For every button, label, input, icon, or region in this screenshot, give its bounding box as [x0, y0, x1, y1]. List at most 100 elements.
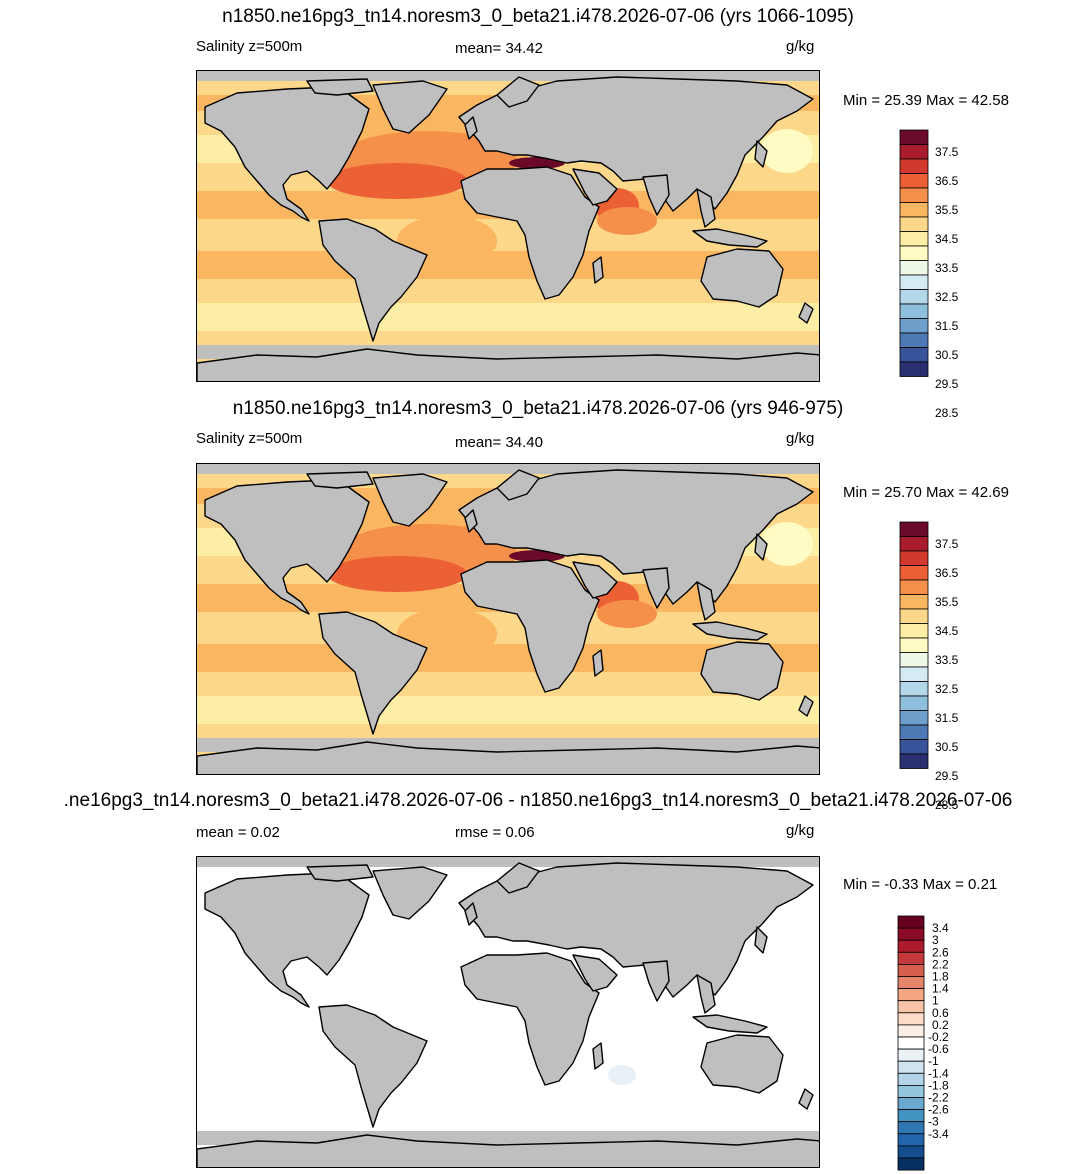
colorbar-swatch	[897, 1060, 925, 1074]
colorbar-swatch	[897, 1097, 925, 1110]
colorbar-swatch	[899, 579, 929, 595]
rmse-label: rmse = 0.06	[455, 824, 535, 841]
colorbar-swatch	[897, 1157, 925, 1171]
colorbar-tick-label: -2.6	[928, 1103, 949, 1117]
colorbar-swatch	[897, 927, 925, 941]
colorbar-swatch	[897, 1000, 925, 1014]
colorbar-swatch	[899, 536, 929, 552]
colorbar-tick-label: 32.5	[935, 682, 959, 696]
colorbar-tick-label: 32.5	[935, 290, 959, 304]
colorbar-swatch	[897, 963, 925, 977]
colorbar-swatch	[899, 318, 929, 334]
colorbar-canvas: 37.5 36.5 35.5 34.5 33.5 32.5 31.5 30.5 29.5 28.5	[899, 129, 959, 420]
colorbar-swatch	[899, 187, 929, 203]
colorbar: 3.4 3 2.6 2.2 1.8 1.4 1 0.6 0.2 -0.2 -0.6 -1 -1.4 -1.…	[897, 915, 978, 1174]
colorbar-swatch	[897, 1048, 925, 1062]
colorbar-swatch	[899, 550, 929, 566]
colorbar-tick-label: 34.5	[935, 624, 959, 638]
colorbar-swatch	[899, 231, 929, 247]
colorbar: 37.5 36.5 35.5 34.5 33.5 32.5 31.5 30.5 29.5 28.5	[899, 129, 980, 420]
colorbar-swatch	[899, 361, 929, 377]
colorbar-swatch	[899, 144, 929, 160]
colorbar-tick-label: 35.5	[935, 203, 959, 217]
colorbar-tick-label: 29.5	[935, 769, 959, 783]
colorbar-canvas: 3.432.62.21.81.410.60.2-0.2-0.6-1-1.4-1.…	[897, 915, 949, 1171]
field-label: Salinity z=500m	[196, 38, 303, 55]
colorbar-swatch	[899, 289, 929, 305]
colorbar-tick-label: -1.8	[928, 1078, 949, 1092]
colorbar-swatch	[899, 710, 929, 726]
colorbar-swatch	[899, 608, 929, 624]
colorbar-swatch	[899, 652, 929, 668]
min-max-label: Min = -0.33 Max = 0.21	[843, 876, 998, 893]
colorbar-tick-label: 37.5	[935, 537, 959, 551]
panel-3: .ne16pg3_tn14.noresm3_0_beta21.i478.2026…	[0, 784, 1076, 1173]
land-mask	[197, 857, 819, 1167]
colorbar-tick-label: 30.5	[935, 740, 959, 754]
land-mask	[197, 71, 819, 381]
colorbar-tick-label: 1	[932, 994, 939, 1008]
colorbar-swatch	[899, 303, 929, 319]
units-label: g/kg	[786, 430, 815, 447]
salinity-map	[196, 463, 820, 775]
colorbar: 37.5 36.5 35.5 34.5 33.5 32.5 31.5 30.5 29.5 28.5	[899, 521, 980, 812]
map-canvas	[197, 464, 819, 774]
colorbar-swatch	[899, 274, 929, 290]
colorbar-swatch	[899, 202, 929, 218]
colorbar-swatch	[899, 332, 929, 348]
colorbar-swatch	[899, 173, 929, 189]
colorbar-swatch	[899, 739, 929, 755]
mean-label: mean = 0.02	[196, 824, 280, 841]
colorbar-swatch	[899, 158, 929, 174]
colorbar-tick-label: 2.2	[932, 957, 949, 971]
colorbar-swatch	[899, 347, 929, 363]
colorbar-tick-label: 1.8	[932, 969, 949, 983]
colorbar-tick-label: -0.2	[928, 1030, 949, 1044]
colorbar-tick-label: 3	[932, 933, 939, 947]
colorbar-tick-label: -1	[928, 1054, 939, 1068]
map-canvas	[197, 71, 819, 381]
colorbar-tick-label: 35.5	[935, 595, 959, 609]
colorbar-tick-label: 36.5	[935, 174, 959, 188]
land-mask	[197, 464, 819, 774]
colorbar-tick-label: 34.5	[935, 232, 959, 246]
colorbar-canvas: 37.5 36.5 35.5 34.5 33.5 32.5 31.5 30.5 29.5 28.5	[899, 521, 959, 812]
colorbar-swatch	[899, 637, 929, 653]
colorbar-swatch	[897, 951, 925, 965]
colorbar-swatch	[897, 1109, 925, 1123]
colorbar-tick-label: 28.5	[935, 406, 959, 420]
colorbar-tick-label: 2.6	[932, 945, 949, 959]
colorbar-tick-label: -3.4	[928, 1127, 949, 1141]
field-label: Salinity z=500m	[196, 430, 303, 447]
panel-title: n1850.ne16pg3_tn14.noresm3_0_beta21.i478…	[222, 6, 854, 27]
colorbar-swatch	[897, 1024, 925, 1038]
colorbar-tick-label: 37.5	[935, 145, 959, 159]
colorbar-tick-label: 29.5	[935, 377, 959, 391]
mean-label: mean= 34.40	[455, 434, 543, 451]
colorbar-tick-label: 1.4	[932, 982, 949, 996]
colorbar-tick-label: 33.5	[935, 653, 959, 667]
colorbar-tick-label: -2.2	[928, 1090, 949, 1104]
colorbar-tick-label: 31.5	[935, 711, 959, 725]
colorbar-swatch	[899, 245, 929, 261]
panel-1: n1850.ne16pg3_tn14.noresm3_0_beta21.i478…	[0, 0, 1076, 420]
colorbar-tick-label: -1.4	[928, 1066, 949, 1080]
colorbar-swatch	[899, 129, 929, 145]
colorbar-tick-label: -3	[928, 1115, 939, 1129]
colorbar-swatch	[899, 753, 929, 769]
colorbar-swatch	[899, 521, 929, 537]
panel-title: .ne16pg3_tn14.noresm3_0_beta21.i478.2026…	[63, 790, 1013, 811]
colorbar-swatch	[899, 260, 929, 276]
colorbar-tick-label: 33.5	[935, 261, 959, 275]
salinity-map	[196, 70, 820, 382]
min-max-label: Min = 25.39 Max = 42.58	[843, 92, 1009, 109]
colorbar-swatch	[897, 1072, 925, 1086]
panel-title: n1850.ne16pg3_tn14.noresm3_0_beta21.i478…	[232, 398, 844, 419]
colorbar-swatch	[897, 988, 925, 1002]
colorbar-swatch	[899, 666, 929, 682]
colorbar-swatch	[897, 1012, 925, 1026]
colorbar-swatch	[897, 1084, 925, 1098]
colorbar-swatch	[897, 1036, 925, 1050]
colorbar-swatch	[899, 216, 929, 232]
units-label: g/kg	[786, 822, 815, 839]
